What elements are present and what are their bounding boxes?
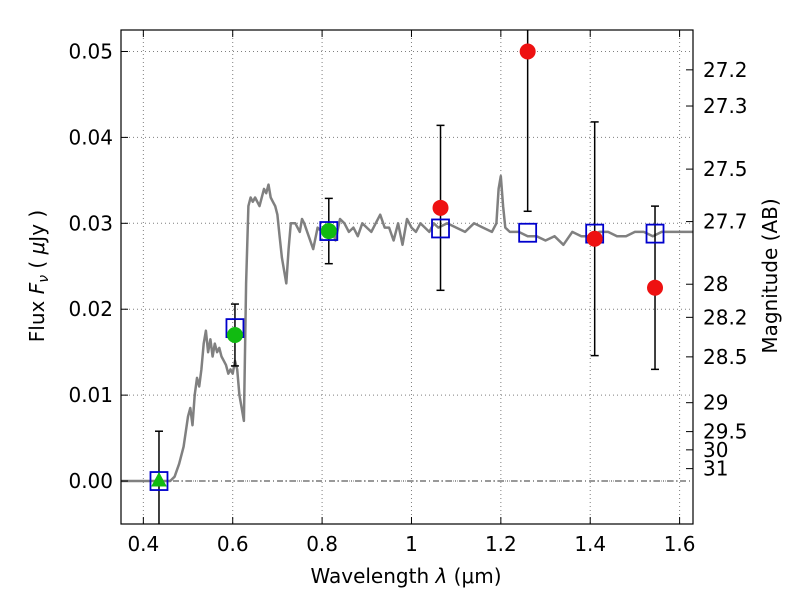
model-point (431, 218, 450, 239)
observed-point (647, 279, 664, 296)
y-axis-ticks: 0.00 0.01 0.02 0.03 0.04 0.05 (68, 39, 128, 493)
magnitude-tick-label: 28 (703, 272, 728, 296)
magnitude-tick-label: 30 (703, 438, 728, 462)
y-axis-label-sub: ν (36, 275, 52, 283)
y-tick-label: 0.00 (68, 469, 113, 493)
magnitude-axis-label: Magnitude (AB) (758, 198, 782, 353)
y-tick-label: 0.03 (68, 211, 113, 235)
magnitude-tick-label: 27.2 (703, 58, 748, 82)
magnitude-tick-label: 27.3 (703, 94, 748, 118)
model-point (518, 222, 538, 243)
magnitude-tick-label: 27.5 (703, 157, 748, 181)
magnitude-tick-label: 27.7 (703, 210, 748, 234)
x-axis-ticks: 0.4 0.6 0.8 1 1.2 1.4 1.6 (127, 30, 696, 556)
magnitude-tick-label: 28.2 (703, 305, 748, 329)
x-axis-label-prefix: Wavelength (310, 564, 435, 588)
model-point (319, 221, 339, 241)
y-axis-label-unit-rest: Jy ) (25, 210, 49, 244)
observed-point (586, 230, 603, 247)
plot-area (121, 30, 693, 524)
observed-point (226, 326, 243, 343)
y-tick-label: 0.01 (68, 383, 113, 407)
observed-point (320, 223, 337, 240)
y-axis-label-var: F (25, 282, 49, 294)
y-axis-label-unit-mu: μ (25, 242, 49, 256)
observed-point (151, 471, 167, 487)
y-axis-label-unit-open: ( (25, 254, 49, 275)
observed-point (519, 43, 536, 60)
x-axis-label-var: λ (434, 564, 447, 588)
x-tick-label: 1.4 (574, 532, 606, 556)
observed-point (432, 199, 449, 216)
x-tick-label: 0.4 (127, 532, 159, 556)
x-tick-label: 1 (405, 532, 418, 556)
x-tick-label: 0.6 (217, 532, 249, 556)
y-tick-label: 0.05 (68, 39, 113, 63)
model-point (645, 223, 665, 244)
grid (121, 30, 693, 524)
x-axis-label: Wavelength λ (μm) (310, 564, 501, 588)
y-tick-label: 0.02 (68, 297, 113, 321)
y-axis-label-prefix: Flux (25, 294, 49, 342)
axes-frame (120, 29, 694, 525)
x-tick-label: 0.8 (306, 532, 338, 556)
magnitude-tick-label: 31 (703, 457, 728, 481)
magnitude-tick-label: 29 (703, 391, 728, 415)
observed-points (151, 43, 664, 487)
y-tick-label: 0.04 (68, 125, 113, 149)
magnitude-tick-label: 29.5 (703, 420, 748, 444)
magnitude-tick-label: 28.5 (703, 345, 748, 369)
x-tick-label: 1.2 (485, 532, 517, 556)
x-axis-label-unit: (μm) (447, 564, 501, 588)
x-tick-label: 1.6 (664, 532, 696, 556)
y-axis-label: Flux Fν ( μJy ) (25, 210, 52, 342)
